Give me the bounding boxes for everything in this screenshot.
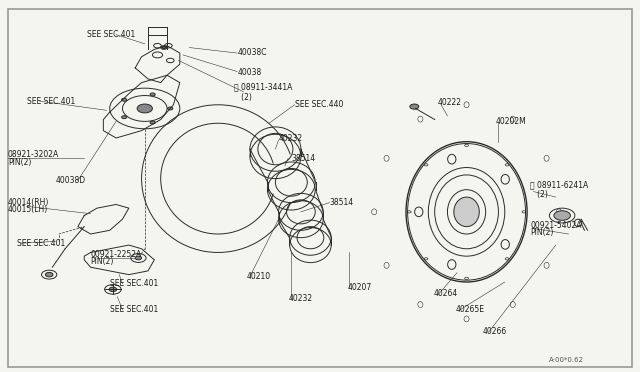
Circle shape xyxy=(122,98,127,101)
Text: 40264: 40264 xyxy=(433,289,458,298)
Text: 40038C: 40038C xyxy=(237,48,267,57)
Circle shape xyxy=(109,287,116,292)
Circle shape xyxy=(137,104,152,113)
Text: 38514: 38514 xyxy=(291,154,316,163)
Text: 40038D: 40038D xyxy=(56,176,86,185)
Ellipse shape xyxy=(454,197,479,227)
Text: 00921-5402A: 00921-5402A xyxy=(531,221,582,230)
Text: 40266: 40266 xyxy=(483,327,507,336)
Text: 40202M: 40202M xyxy=(495,117,526,126)
Text: SEE SEC.401: SEE SEC.401 xyxy=(109,279,158,288)
Circle shape xyxy=(150,93,155,96)
Circle shape xyxy=(162,46,166,49)
Text: 40038: 40038 xyxy=(237,68,261,77)
Text: 00921-2252A: 00921-2252A xyxy=(91,250,142,259)
Text: 40015(LH): 40015(LH) xyxy=(8,205,48,215)
Circle shape xyxy=(410,104,419,109)
Text: SEE SEC.401: SEE SEC.401 xyxy=(27,97,75,106)
Text: Ⓝ 08911-6241A
   (2): Ⓝ 08911-6241A (2) xyxy=(531,180,589,199)
Text: 40265E: 40265E xyxy=(456,305,484,314)
Circle shape xyxy=(135,256,141,260)
Circle shape xyxy=(554,211,570,220)
Text: 40210: 40210 xyxy=(246,272,271,281)
Text: 08921-3202A: 08921-3202A xyxy=(8,150,59,159)
Text: 40014(RH): 40014(RH) xyxy=(8,198,49,207)
Text: 40232: 40232 xyxy=(278,134,303,143)
Text: SEE SEC.401: SEE SEC.401 xyxy=(17,239,65,248)
Text: 38514: 38514 xyxy=(330,198,354,207)
Text: A·00*0.62: A·00*0.62 xyxy=(549,356,584,363)
Text: PIN(2): PIN(2) xyxy=(8,157,31,167)
Text: SEE SEC.440: SEE SEC.440 xyxy=(294,100,343,109)
Circle shape xyxy=(45,272,53,277)
Text: Ⓝ 08911-3441A
   (2): Ⓝ 08911-3441A (2) xyxy=(234,82,292,102)
Text: SEE SEC.401: SEE SEC.401 xyxy=(109,305,158,314)
Text: SEE SEC.401: SEE SEC.401 xyxy=(88,30,136,39)
Text: 40207: 40207 xyxy=(348,283,372,292)
Text: 40222: 40222 xyxy=(438,99,462,108)
Text: 40232: 40232 xyxy=(288,294,312,303)
Circle shape xyxy=(122,116,127,119)
Text: PIN(2): PIN(2) xyxy=(91,257,114,266)
Text: PIN(2): PIN(2) xyxy=(531,228,554,237)
Circle shape xyxy=(168,107,173,110)
FancyBboxPatch shape xyxy=(8,9,632,367)
Circle shape xyxy=(150,121,155,124)
